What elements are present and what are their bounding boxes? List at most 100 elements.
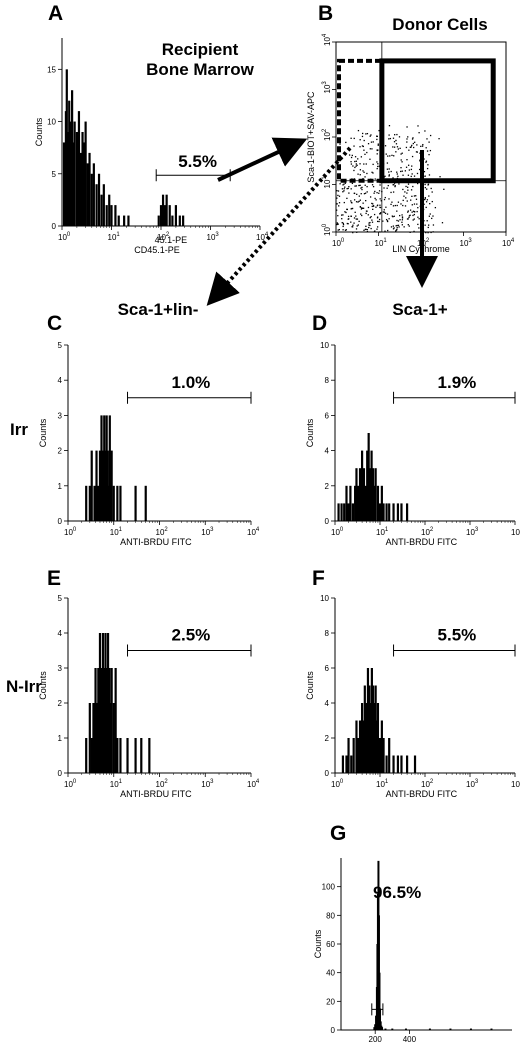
bar-E-1 bbox=[88, 703, 91, 773]
scatter-dot bbox=[407, 189, 409, 191]
bar-A-36 bbox=[171, 215, 174, 226]
scatter-dot bbox=[416, 144, 418, 146]
scatter-dot bbox=[375, 206, 377, 208]
bar-A-8 bbox=[73, 121, 76, 226]
bar-A-28 bbox=[123, 215, 126, 226]
y-tick-label-G: 80 bbox=[326, 911, 335, 920]
scatter-dot bbox=[400, 203, 402, 205]
scatter-dot bbox=[432, 224, 435, 226]
scatter-dot bbox=[413, 213, 416, 216]
scatter-dot bbox=[425, 160, 428, 162]
bar-C-0 bbox=[85, 485, 88, 521]
scatter-dot bbox=[392, 225, 395, 227]
panel-header-D: Sca-1+ bbox=[392, 300, 447, 319]
scatter-dot bbox=[344, 229, 347, 231]
panel-C: C Sca-1+lin- 0 1 2 3 4 5 100 101 102 103 104 Counts AN… bbox=[38, 300, 260, 547]
gate-label-E: 2.5% bbox=[172, 626, 211, 645]
scatter-dot bbox=[398, 183, 400, 185]
scatter-dot bbox=[394, 204, 397, 207]
panel-letter-B: B bbox=[318, 2, 333, 25]
scatter-dot bbox=[416, 172, 419, 175]
scatter-dot bbox=[429, 149, 432, 152]
bar-A-14 bbox=[84, 121, 87, 226]
scatter-dot bbox=[342, 222, 344, 225]
scatter-dot bbox=[348, 185, 350, 188]
y-tick-label-E: 4 bbox=[58, 629, 63, 638]
scatter-dot bbox=[383, 198, 386, 201]
panel-header-B: Donor Cells bbox=[392, 15, 487, 34]
bar-A-29 bbox=[127, 215, 130, 226]
bar-G-9 bbox=[378, 1008, 381, 1030]
bar-F-11 bbox=[365, 703, 368, 773]
scatter-dot bbox=[350, 215, 352, 217]
scatter-dot bbox=[355, 163, 357, 165]
scatter-dot bbox=[417, 223, 419, 226]
y-tick-label-G: 20 bbox=[326, 997, 335, 1006]
scatter-dot bbox=[424, 224, 426, 226]
scatter-dot bbox=[355, 160, 358, 162]
bar-E-13 bbox=[106, 633, 110, 773]
scatter-dot bbox=[353, 137, 355, 140]
scatter-dot bbox=[370, 141, 373, 143]
x-tick-label-E-0: 100 bbox=[64, 779, 77, 789]
scatter-dot bbox=[416, 203, 418, 205]
scatter-dot bbox=[425, 231, 427, 234]
scatter-dot bbox=[371, 205, 373, 208]
scatter-dot bbox=[343, 183, 345, 185]
scatter-dot bbox=[341, 218, 343, 220]
scatter-dot bbox=[413, 195, 416, 197]
scatter-dot bbox=[422, 230, 425, 232]
y-tick-label-C: 3 bbox=[58, 411, 63, 420]
scatter-dot bbox=[393, 146, 396, 148]
scatter-dot bbox=[405, 185, 407, 188]
scatter-dot bbox=[439, 176, 441, 178]
x-tick-label-E-4: 104 bbox=[247, 779, 260, 789]
scatter-dot bbox=[366, 151, 368, 154]
y-tick-label-C: 1 bbox=[58, 482, 63, 491]
scatter-dot bbox=[410, 199, 412, 201]
scatter-dot bbox=[409, 146, 412, 148]
scatter-dot bbox=[400, 167, 402, 169]
y-tick-label-A: 10 bbox=[47, 118, 56, 127]
scatter-dot bbox=[370, 215, 372, 218]
scatter-dot bbox=[420, 145, 422, 148]
bar-C-21 bbox=[144, 485, 147, 521]
y-tick-label-D: 2 bbox=[325, 482, 330, 491]
bar-D-26 bbox=[388, 503, 391, 521]
scatter-dot bbox=[366, 228, 368, 231]
y-tick-label-C: 5 bbox=[58, 341, 63, 350]
scatter-dot bbox=[412, 142, 414, 145]
scatter-dot bbox=[421, 145, 424, 147]
scatter-dot bbox=[401, 216, 404, 218]
bar-D-25 bbox=[385, 503, 388, 521]
scatter-dot bbox=[389, 137, 392, 140]
bar-C-14 bbox=[108, 415, 111, 521]
scatter-dot bbox=[360, 208, 363, 210]
scatter-dot bbox=[427, 226, 429, 229]
scatter-dot bbox=[405, 146, 408, 149]
scatter-dot bbox=[363, 163, 365, 165]
scatter-dot bbox=[432, 231, 434, 233]
scatter-dot bbox=[392, 137, 395, 139]
scatter-dot bbox=[351, 154, 353, 157]
scatter-dot bbox=[421, 213, 423, 215]
scatter-dot bbox=[353, 217, 356, 219]
y-tick-label-B: 100 bbox=[322, 223, 332, 236]
bar-A-17 bbox=[90, 173, 93, 226]
scatter-dot bbox=[400, 153, 402, 155]
bar-A-38 bbox=[178, 215, 181, 226]
scatter-dot bbox=[401, 219, 404, 221]
scatter-dot bbox=[377, 143, 379, 145]
bar-G-8 bbox=[378, 972, 381, 1030]
scatter-dot bbox=[423, 220, 425, 222]
scatter-dot bbox=[350, 208, 352, 210]
scatter-dot bbox=[350, 188, 352, 190]
bar-A-35 bbox=[168, 205, 171, 226]
scatter-dot bbox=[386, 168, 389, 170]
scatter-dot bbox=[365, 212, 367, 215]
scatter-dot bbox=[361, 188, 363, 191]
x-tick-label-E-2: 102 bbox=[156, 779, 169, 789]
scatter-dot bbox=[386, 220, 389, 222]
bar-F-27 bbox=[396, 755, 400, 773]
scatter-dot bbox=[417, 182, 419, 185]
